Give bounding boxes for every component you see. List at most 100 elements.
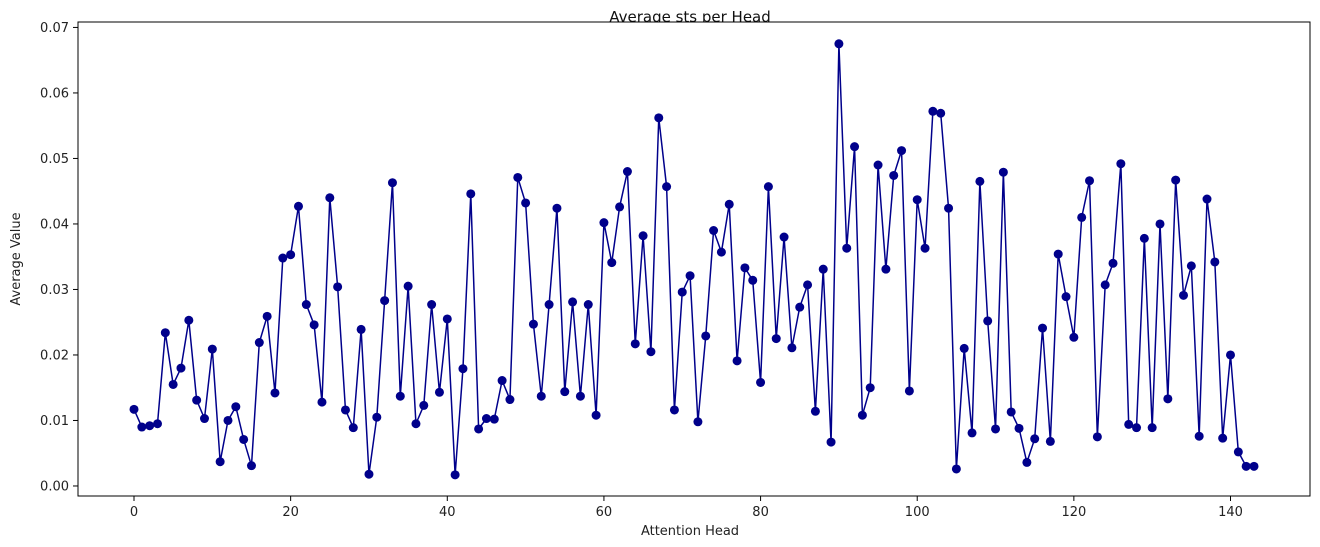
data-point xyxy=(716,247,726,257)
data-point xyxy=(944,203,954,213)
series-layer xyxy=(129,39,1259,480)
x-tick-label: 80 xyxy=(752,505,769,520)
data-point xyxy=(278,253,288,263)
data-point xyxy=(740,263,750,273)
data-point xyxy=(356,324,366,334)
data-point xyxy=(638,231,648,241)
data-point xyxy=(912,195,922,205)
data-point xyxy=(701,331,711,341)
y-tick-label: 0.07 xyxy=(40,21,69,36)
data-point xyxy=(192,395,202,405)
data-point xyxy=(959,343,969,353)
data-point xyxy=(1124,419,1134,429)
data-point xyxy=(998,167,1008,177)
data-point xyxy=(889,170,899,180)
data-point xyxy=(662,182,672,192)
data-point xyxy=(1147,423,1157,433)
y-axis: 0.00 0.01 0.02 0.03 0.04 0.05 0.06 0.07 xyxy=(40,21,78,494)
data-point xyxy=(505,395,515,405)
data-point xyxy=(223,415,233,425)
data-point xyxy=(1038,323,1048,333)
data-point xyxy=(427,300,437,310)
data-point xyxy=(458,364,468,374)
data-point xyxy=(497,376,507,386)
data-point xyxy=(936,108,946,118)
data-point xyxy=(904,386,914,396)
data-point xyxy=(168,379,178,389)
data-point xyxy=(1014,423,1024,433)
data-point xyxy=(153,419,162,429)
data-point xyxy=(951,464,961,474)
data-point xyxy=(1226,350,1235,360)
data-point xyxy=(301,300,311,310)
data-point xyxy=(372,412,382,422)
data-point xyxy=(239,434,249,444)
data-point xyxy=(1116,159,1126,169)
data-point xyxy=(536,391,546,401)
y-tick-label: 0.03 xyxy=(40,283,69,298)
data-point xyxy=(1022,457,1032,467)
x-axis-label: Attention Head xyxy=(641,524,739,539)
y-tick-label: 0.05 xyxy=(40,152,69,167)
data-point xyxy=(677,287,687,297)
data-point xyxy=(928,106,938,116)
data-point xyxy=(364,469,374,479)
data-point xyxy=(975,176,985,186)
data-point xyxy=(254,338,264,348)
data-point xyxy=(834,39,844,49)
data-point xyxy=(160,328,170,338)
data-point xyxy=(1202,194,1212,204)
data-point xyxy=(450,470,460,480)
data-point xyxy=(818,264,828,274)
data-point xyxy=(575,391,585,401)
series-line xyxy=(133,43,1254,476)
data-point xyxy=(317,397,327,407)
data-point xyxy=(810,406,820,416)
data-point xyxy=(286,250,296,260)
data-point xyxy=(622,167,632,177)
data-point xyxy=(920,243,930,253)
data-point xyxy=(137,422,147,432)
data-point xyxy=(763,182,773,192)
data-point xyxy=(1241,461,1251,471)
data-point xyxy=(309,320,319,330)
data-point xyxy=(262,311,272,321)
data-point xyxy=(325,193,335,203)
data-point xyxy=(709,226,719,235)
data-point xyxy=(513,172,523,182)
data-point xyxy=(380,296,390,306)
data-point xyxy=(1053,249,1063,259)
data-point xyxy=(1077,212,1087,222)
x-tick-label: 60 xyxy=(596,505,613,520)
data-point xyxy=(771,334,781,344)
data-point xyxy=(779,232,789,242)
data-point xyxy=(983,316,993,326)
x-tick-label: 120 xyxy=(1061,505,1086,520)
data-point xyxy=(591,410,601,420)
data-point xyxy=(1233,447,1243,457)
data-point xyxy=(293,201,303,211)
data-point xyxy=(1163,394,1173,404)
data-point xyxy=(270,388,280,398)
data-point xyxy=(544,300,554,310)
data-point xyxy=(756,377,766,387)
x-tick-label: 140 xyxy=(1218,505,1243,520)
data-point xyxy=(881,264,891,274)
data-point xyxy=(1092,432,1102,442)
data-point xyxy=(615,202,625,212)
data-point xyxy=(521,198,531,208)
data-point xyxy=(184,315,194,325)
data-point xyxy=(411,419,421,429)
x-tick-label: 20 xyxy=(282,505,299,520)
data-point xyxy=(442,314,452,324)
y-tick-label: 0.01 xyxy=(40,414,69,429)
data-point xyxy=(646,347,656,357)
data-point xyxy=(732,356,742,366)
data-point xyxy=(1210,257,1220,267)
data-point xyxy=(654,113,664,123)
y-tick-label: 0.02 xyxy=(40,348,69,363)
data-point xyxy=(1045,436,1055,446)
data-point xyxy=(395,391,405,401)
data-point xyxy=(207,344,217,354)
